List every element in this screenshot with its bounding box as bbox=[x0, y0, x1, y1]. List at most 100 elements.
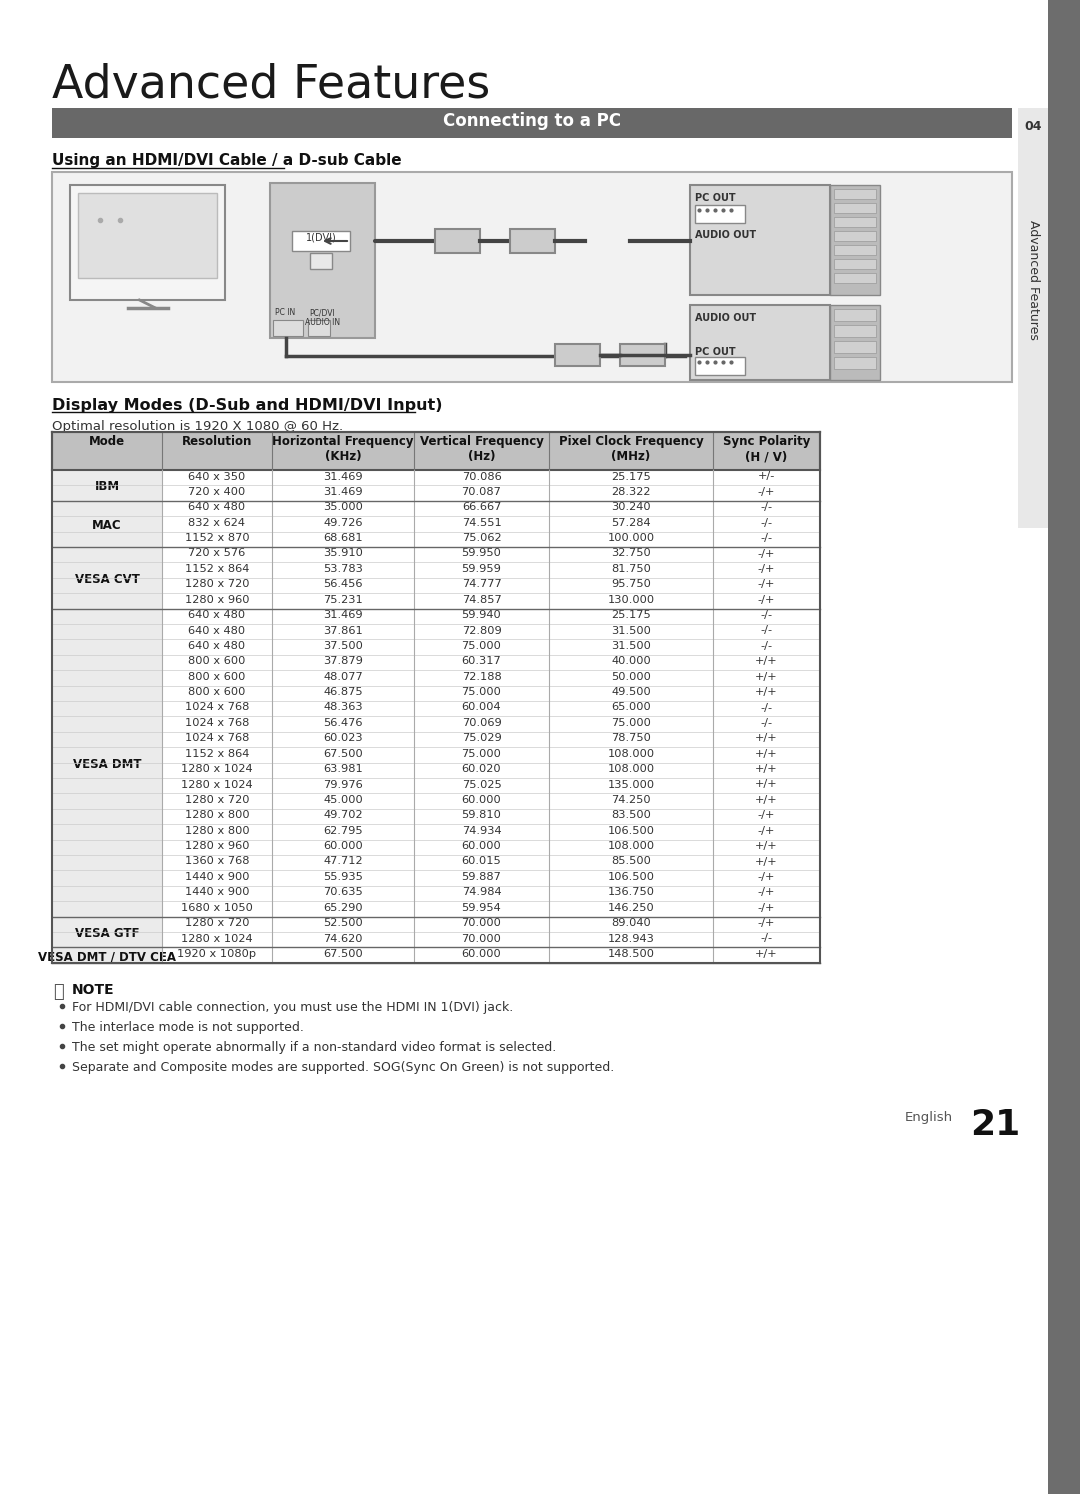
Text: Ⓝ: Ⓝ bbox=[53, 983, 64, 1001]
Text: 65.290: 65.290 bbox=[323, 902, 363, 913]
Text: 67.500: 67.500 bbox=[323, 949, 363, 959]
Text: VESA DMT: VESA DMT bbox=[72, 757, 141, 771]
Text: 70.086: 70.086 bbox=[461, 472, 501, 481]
Text: 1(DVI): 1(DVI) bbox=[306, 233, 336, 244]
Text: 106.500: 106.500 bbox=[607, 872, 654, 881]
Text: 65.000: 65.000 bbox=[611, 702, 651, 713]
Bar bbox=[162, 686, 820, 701]
Text: 04: 04 bbox=[1024, 120, 1042, 133]
Text: Sync Polarity
(H / V): Sync Polarity (H / V) bbox=[723, 435, 810, 463]
Text: 130.000: 130.000 bbox=[607, 595, 654, 605]
Text: 59.954: 59.954 bbox=[461, 902, 501, 913]
Text: 100.000: 100.000 bbox=[607, 533, 654, 544]
Text: 52.500: 52.500 bbox=[323, 919, 363, 928]
Bar bbox=[162, 871, 820, 886]
Text: 50.000: 50.000 bbox=[611, 672, 651, 681]
Text: 148.500: 148.500 bbox=[607, 949, 654, 959]
Text: 1280 x 1024: 1280 x 1024 bbox=[181, 934, 253, 944]
Text: VESA DMT / DTV CEA: VESA DMT / DTV CEA bbox=[38, 950, 176, 964]
Text: 60.023: 60.023 bbox=[323, 734, 363, 744]
Text: 81.750: 81.750 bbox=[611, 563, 651, 574]
Text: -/+: -/+ bbox=[758, 872, 775, 881]
Text: 1280 x 720: 1280 x 720 bbox=[185, 580, 249, 589]
Bar bbox=[162, 901, 820, 917]
Text: 30.240: 30.240 bbox=[611, 502, 651, 512]
Bar bbox=[696, 205, 745, 223]
Text: +/+: +/+ bbox=[755, 748, 778, 759]
Bar bbox=[52, 432, 820, 471]
Text: 31.469: 31.469 bbox=[323, 472, 363, 481]
Text: 75.029: 75.029 bbox=[461, 734, 501, 744]
Bar bbox=[831, 185, 880, 294]
Text: 55.935: 55.935 bbox=[323, 872, 363, 881]
Text: 70.000: 70.000 bbox=[461, 934, 501, 944]
Text: 108.000: 108.000 bbox=[607, 763, 654, 774]
Text: 25.175: 25.175 bbox=[611, 472, 651, 481]
Text: 1152 x 870: 1152 x 870 bbox=[185, 533, 249, 544]
Text: PC/DVI
AUDIO IN: PC/DVI AUDIO IN bbox=[305, 308, 340, 327]
Bar bbox=[690, 185, 831, 294]
Text: Display Modes (D-Sub and HDMI/DVI Input): Display Modes (D-Sub and HDMI/DVI Input) bbox=[52, 397, 443, 412]
Text: Separate and Composite modes are supported. SOG(Sync On Green) is not supported.: Separate and Composite modes are support… bbox=[72, 1061, 615, 1074]
Text: -/+: -/+ bbox=[758, 548, 775, 559]
Bar bbox=[162, 917, 820, 932]
Text: -/+: -/+ bbox=[758, 563, 775, 574]
Text: -/-: -/- bbox=[760, 610, 772, 620]
Bar bbox=[273, 320, 303, 336]
Text: -/-: -/- bbox=[760, 641, 772, 651]
Text: 74.857: 74.857 bbox=[461, 595, 501, 605]
Text: 1280 x 1024: 1280 x 1024 bbox=[181, 763, 253, 774]
Text: 1280 x 720: 1280 x 720 bbox=[185, 919, 249, 928]
Bar bbox=[162, 578, 820, 593]
Text: 70.069: 70.069 bbox=[461, 719, 501, 728]
Text: 68.681: 68.681 bbox=[323, 533, 363, 544]
Text: 31.500: 31.500 bbox=[611, 641, 651, 651]
Bar bbox=[52, 917, 162, 947]
Bar bbox=[834, 190, 876, 199]
Text: 640 x 480: 640 x 480 bbox=[188, 626, 245, 635]
Bar bbox=[834, 273, 876, 282]
Bar bbox=[834, 309, 876, 321]
Bar bbox=[1048, 0, 1080, 1494]
Text: 56.456: 56.456 bbox=[323, 580, 363, 589]
Text: 79.976: 79.976 bbox=[323, 780, 363, 789]
Text: -/+: -/+ bbox=[758, 919, 775, 928]
Bar bbox=[310, 252, 332, 269]
Bar bbox=[162, 624, 820, 639]
Bar bbox=[834, 245, 876, 255]
Text: 60.000: 60.000 bbox=[461, 949, 501, 959]
Text: Vertical Frequency
(Hz): Vertical Frequency (Hz) bbox=[419, 435, 543, 463]
Bar bbox=[162, 654, 820, 671]
Bar bbox=[162, 762, 820, 778]
Text: 48.363: 48.363 bbox=[323, 702, 363, 713]
Text: 53.783: 53.783 bbox=[323, 563, 363, 574]
Bar bbox=[162, 608, 820, 624]
Text: 49.702: 49.702 bbox=[323, 810, 363, 820]
Text: VESA CVT: VESA CVT bbox=[75, 572, 139, 586]
Text: 72.809: 72.809 bbox=[461, 626, 501, 635]
Text: PC IN: PC IN bbox=[275, 308, 295, 317]
Bar bbox=[162, 547, 820, 562]
Text: 56.476: 56.476 bbox=[323, 719, 363, 728]
Text: 59.887: 59.887 bbox=[461, 872, 501, 881]
Text: 95.750: 95.750 bbox=[611, 580, 651, 589]
Bar bbox=[162, 471, 820, 486]
Bar bbox=[435, 229, 480, 252]
Text: 74.934: 74.934 bbox=[461, 826, 501, 835]
Text: 37.861: 37.861 bbox=[323, 626, 363, 635]
Text: 49.500: 49.500 bbox=[611, 687, 651, 698]
Text: 135.000: 135.000 bbox=[607, 780, 654, 789]
Text: 75.000: 75.000 bbox=[461, 641, 501, 651]
Text: 640 x 480: 640 x 480 bbox=[188, 641, 245, 651]
Bar bbox=[78, 193, 217, 278]
Text: 75.231: 75.231 bbox=[323, 595, 363, 605]
Text: -/+: -/+ bbox=[758, 887, 775, 898]
Bar bbox=[162, 947, 820, 962]
Text: 720 x 400: 720 x 400 bbox=[188, 487, 245, 498]
Text: 60.317: 60.317 bbox=[461, 656, 501, 666]
Bar bbox=[162, 486, 820, 500]
Bar bbox=[162, 778, 820, 793]
Bar bbox=[52, 947, 162, 962]
Text: +/+: +/+ bbox=[755, 856, 778, 867]
Bar bbox=[834, 341, 876, 353]
